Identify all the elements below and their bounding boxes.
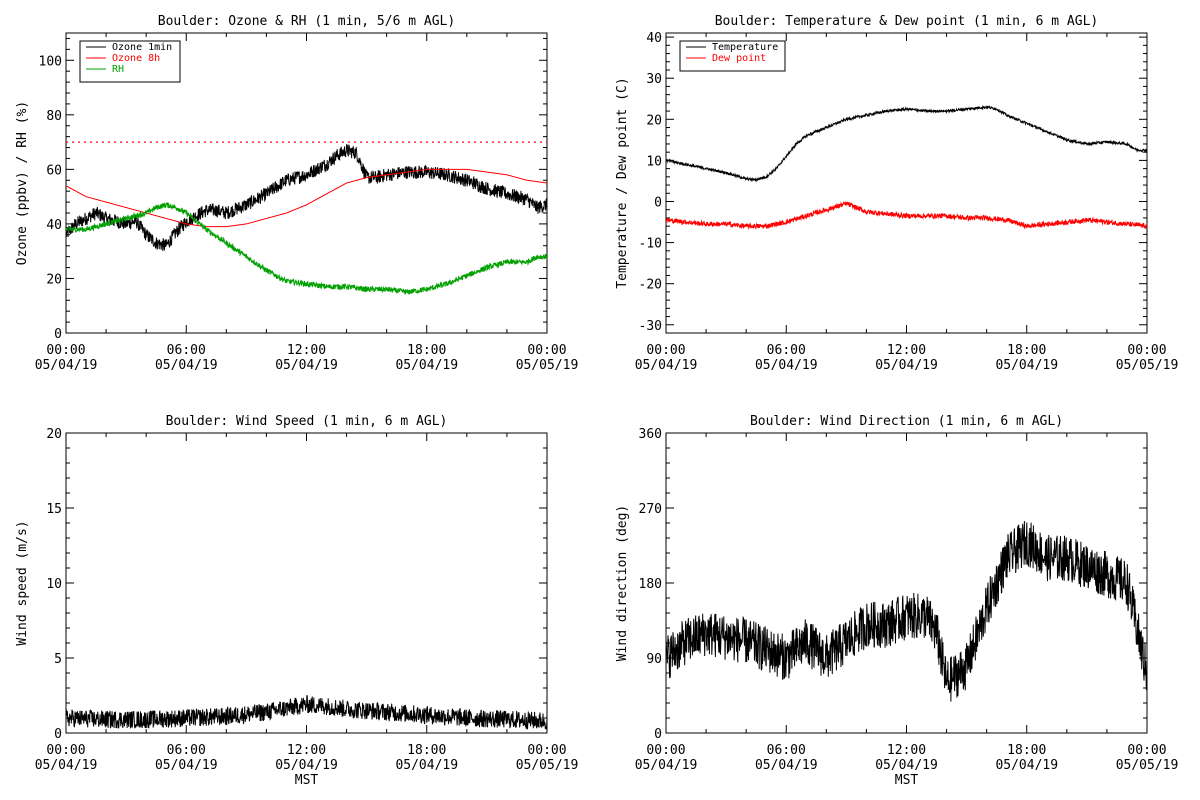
x-tick-label-time: 18:00 <box>407 343 446 358</box>
y-tick-label: -30 <box>639 319 662 334</box>
x-tick-label-time: 18:00 <box>407 743 446 758</box>
x-tick-label-time: 12:00 <box>287 743 326 758</box>
x-axis-label: MST <box>895 773 919 788</box>
y-tick-label: 270 <box>639 502 662 517</box>
x-tick-label-date: 05/04/19 <box>155 358 218 373</box>
legend-box <box>679 40 786 72</box>
x-tick-label-date: 05/05/19 <box>1116 758 1179 773</box>
x-tick-label-date: 05/05/19 <box>516 358 579 373</box>
y-axis-label: Temperature / Dew point (C) <box>615 77 630 288</box>
x-tick-label-date: 05/04/19 <box>995 758 1058 773</box>
y-tick-label: 0 <box>654 727 662 742</box>
series-line-dew-point <box>666 201 1147 231</box>
x-tick-label-date: 05/04/19 <box>635 758 698 773</box>
y-tick-label: 100 <box>39 54 62 69</box>
legend-label: Dew point <box>712 53 766 64</box>
series-line-temperature <box>666 104 1147 183</box>
x-tick-label-date: 05/04/19 <box>635 358 698 373</box>
y-tick-label: 15 <box>46 502 62 517</box>
y-tick-label: -10 <box>639 237 662 252</box>
series-line-ozone-1min <box>66 144 547 252</box>
x-tick-label-date: 05/05/19 <box>1116 358 1179 373</box>
series-line-1 <box>666 520 1147 702</box>
y-tick-label: 20 <box>646 113 662 128</box>
x-tick-label-time: 12:00 <box>887 343 926 358</box>
y-axis-label: Ozone (ppbv) / RH (%) <box>15 101 30 265</box>
x-tick-label-date: 05/04/19 <box>35 758 98 773</box>
x-tick-label-date: 05/04/19 <box>275 358 338 373</box>
chart-title: Boulder: Temperature & Dew point (1 min,… <box>715 14 1099 29</box>
x-tick-label-time: 12:00 <box>287 343 326 358</box>
legend-label: Temperature <box>712 42 778 53</box>
y-tick-label: 60 <box>46 163 62 178</box>
y-tick-label: 10 <box>646 154 662 169</box>
x-tick-label-time: 06:00 <box>767 743 806 758</box>
x-tick-label-time: 18:00 <box>1007 343 1046 358</box>
y-tick-label: -20 <box>639 278 662 293</box>
chart-panel-3: Boulder: Wind Speed (1 min, 6 m AGL) 0 5 10… <box>15 414 578 788</box>
x-tick-label-time: 12:00 <box>887 743 926 758</box>
x-tick-label-time: 06:00 <box>167 743 206 758</box>
x-tick-label-date: 05/04/19 <box>875 358 938 373</box>
legend-label: RH <box>112 64 124 75</box>
x-tick-label-date: 05/04/19 <box>35 358 98 373</box>
x-axis-label: MST <box>295 773 319 788</box>
y-tick-label: 80 <box>46 109 62 124</box>
y-axis-label: Wind direction (deg) <box>615 505 630 662</box>
x-tick-label-time: 00:00 <box>527 743 566 758</box>
x-tick-label-date: 05/04/19 <box>275 758 338 773</box>
x-tick-label-time: 00:00 <box>46 343 85 358</box>
x-tick-label-time: 00:00 <box>646 743 685 758</box>
x-tick-label-date: 05/05/19 <box>516 758 579 773</box>
y-tick-label: 360 <box>639 427 662 442</box>
x-tick-label-time: 06:00 <box>167 343 206 358</box>
chart-title: Boulder: Wind Speed (1 min, 6 m AGL) <box>166 414 448 429</box>
x-tick-label-time: 06:00 <box>767 343 806 358</box>
y-tick-label: 0 <box>654 195 662 210</box>
x-tick-label-date: 05/04/19 <box>395 358 458 373</box>
y-tick-label: 5 <box>54 652 62 667</box>
x-tick-label-time: 18:00 <box>1007 743 1046 758</box>
plot-frame <box>665 32 1148 334</box>
y-tick-label: 40 <box>646 31 662 46</box>
y-tick-label: 0 <box>54 327 62 342</box>
legend-label: Ozone 1min <box>112 42 172 53</box>
series-line-1 <box>66 695 547 731</box>
x-tick-label-time: 00:00 <box>527 343 566 358</box>
x-tick-label-date: 05/04/19 <box>875 758 938 773</box>
y-tick-label: 10 <box>46 577 62 592</box>
chart-panel-1: Boulder: Ozone & RH (1 min, 5/6 m AGL) 0 2… <box>15 14 578 373</box>
x-tick-label-date: 05/04/19 <box>755 758 818 773</box>
chart-panel-2: Boulder: Temperature & Dew point (1 min,… <box>615 14 1178 373</box>
plot-frame <box>665 432 1148 734</box>
x-tick-label-time: 00:00 <box>646 343 685 358</box>
x-tick-label-date: 05/04/19 <box>755 358 818 373</box>
chart-panel-4: Boulder: Wind Direction (1 min, 6 m AGL)… <box>615 414 1178 788</box>
legend-label: Ozone 8h <box>112 53 160 64</box>
chart-title: Boulder: Wind Direction (1 min, 6 m AGL) <box>750 414 1063 429</box>
x-tick-label-time: 00:00 <box>46 743 85 758</box>
x-tick-label-date: 05/04/19 <box>155 758 218 773</box>
x-tick-label-date: 05/04/19 <box>995 358 1058 373</box>
y-tick-label: 90 <box>646 652 662 667</box>
y-tick-label: 20 <box>46 272 62 287</box>
legend-box <box>79 40 181 83</box>
x-tick-label-time: 00:00 <box>1127 343 1166 358</box>
y-tick-label: 30 <box>646 72 662 87</box>
y-tick-label: 40 <box>46 218 62 233</box>
chart-title: Boulder: Ozone & RH (1 min, 5/6 m AGL) <box>158 14 455 29</box>
y-axis-label: Wind speed (m/s) <box>15 520 30 645</box>
y-tick-label: 20 <box>46 427 62 442</box>
y-tick-label: 180 <box>639 577 662 592</box>
x-tick-label-time: 00:00 <box>1127 743 1166 758</box>
plot-frame <box>65 432 548 734</box>
y-tick-label: 0 <box>54 727 62 742</box>
x-tick-label-date: 05/04/19 <box>395 758 458 773</box>
series-line-rh <box>66 202 547 295</box>
